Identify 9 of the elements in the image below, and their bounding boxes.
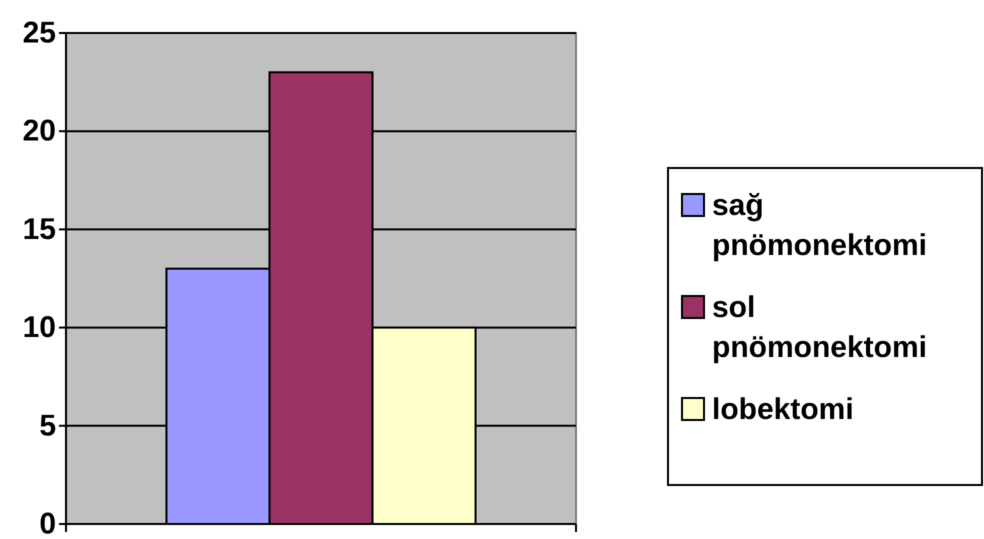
y-tick-label: 5: [39, 409, 56, 442]
y-tick-label: 25: [22, 16, 56, 50]
y-tick-label: 20: [22, 114, 56, 148]
y-tick-label: 10: [22, 311, 56, 344]
y-tick-label: 0: [39, 508, 56, 539]
legend-label: sağ pnömonektomi: [712, 188, 927, 262]
y-tick-label: 15: [22, 212, 56, 246]
legend-label: sol pnömonektomi: [712, 290, 927, 364]
legend-label: lobektomi: [712, 392, 854, 426]
